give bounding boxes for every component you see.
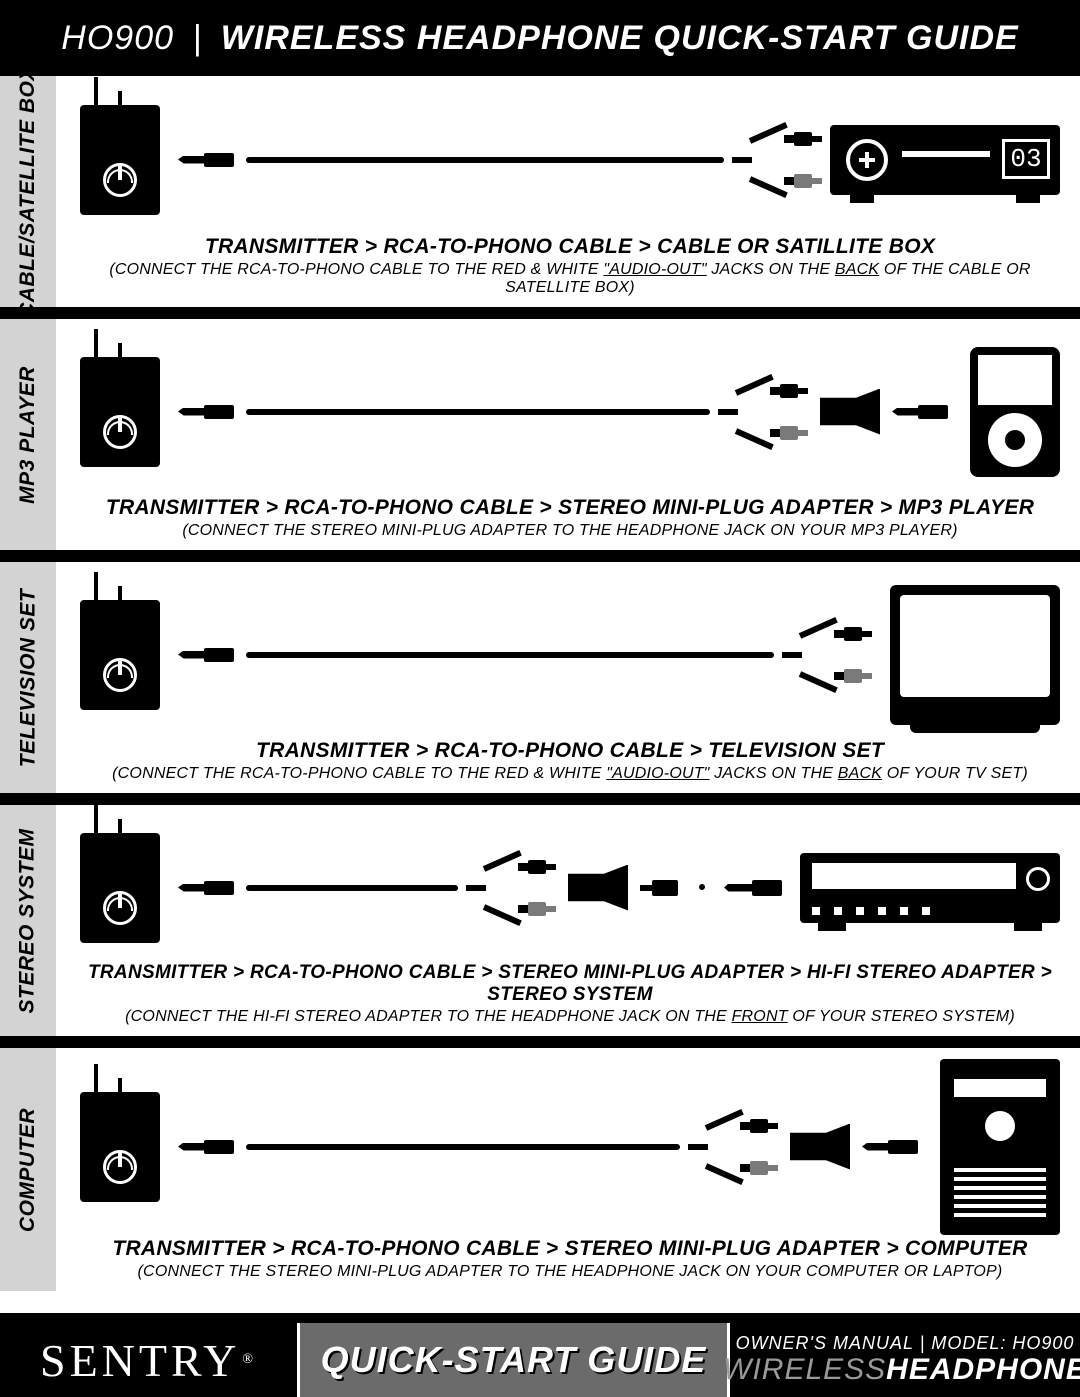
footer-headphone: HEADPHONE (886, 1353, 1080, 1386)
jack-large-icon (724, 880, 784, 896)
rca-split-icon (466, 858, 556, 918)
rca-split-icon (688, 1117, 778, 1177)
diagram: 03 (80, 86, 1060, 233)
header-title: WIRELESS HEADPHONE QUICK-START GUIDE (221, 19, 1019, 57)
section-content: TRANSMITTER > RCA-TO-PHONO CABLE > STERE… (56, 805, 1080, 1036)
mini-plug-adapter-icon (568, 865, 628, 911)
side-label: TELEVISION SET (0, 562, 56, 793)
rca-split-icon (718, 382, 808, 442)
cable-icon (246, 157, 724, 163)
transmitter-icon (80, 357, 160, 467)
jack-35-icon (178, 153, 238, 167)
side-label: MP3 PLAYER (0, 319, 56, 550)
footer-center-text: QUICK-START GUIDE (321, 1339, 707, 1381)
cable-icon (246, 409, 710, 415)
note-part: JACKS ON THE (707, 261, 835, 278)
diagram (80, 572, 1060, 737)
jack-35-icon (178, 1140, 238, 1154)
mini-plug-adapter-icon (790, 1124, 850, 1170)
diagram (80, 329, 1060, 494)
chain-text: TRANSMITTER > RCA-TO-PHONO CABLE > STERE… (80, 1237, 1060, 1261)
side-label: CABLE/SATELLITE BOX (0, 76, 56, 307)
footer-model: OWNER'S MANUAL | MODEL: HO900 WIRELESSHE… (730, 1323, 1080, 1397)
computer-tower-icon (940, 1059, 1060, 1235)
side-label-text: STEREO SYSTEM (16, 828, 40, 1013)
transmitter-icon (80, 600, 160, 710)
header-model: HO900 (61, 19, 174, 57)
note-text: (CONNECT THE HI-FI STEREO ADAPTER TO THE… (80, 1008, 1060, 1026)
note-part: JACKS ON THE (710, 765, 838, 782)
note-ul: BACK (835, 261, 879, 278)
tv-icon (890, 585, 1060, 725)
chain-text: TRANSMITTER > RCA-TO-PHONO CABLE > CABLE… (80, 235, 1060, 259)
cable-icon (246, 885, 458, 891)
header-sep: | (192, 19, 202, 57)
note-part: (CONNECT THE HI-FI STEREO ADAPTER TO THE… (125, 1008, 731, 1025)
registered-mark: ® (242, 1352, 257, 1368)
footer-model-top: OWNER'S MANUAL | MODEL: HO900 (736, 1334, 1075, 1354)
side-label: COMPUTER (0, 1048, 56, 1291)
jack-35-icon (862, 1140, 922, 1154)
cable-icon (246, 652, 774, 658)
jack-35-icon (178, 405, 238, 419)
footer-wireless: WIRELESS (723, 1353, 886, 1386)
note-text: (CONNECT THE RCA-TO-PHONO CABLE TO THE R… (80, 261, 1060, 297)
chain-text: TRANSMITTER > RCA-TO-PHONO CABLE > TELEV… (80, 739, 1060, 763)
jack-35-icon (178, 648, 238, 662)
note-ul: "AUDIO-OUT" (606, 765, 709, 782)
section-stereo: STEREO SYSTEM (0, 805, 1080, 1048)
note-part: OF YOUR TV SET) (882, 765, 1028, 782)
side-label: STEREO SYSTEM (0, 805, 56, 1036)
note-ul: FRONT (732, 1008, 788, 1025)
diagram (80, 815, 1060, 960)
transmitter-icon (80, 1092, 160, 1202)
stereo-system-icon (800, 853, 1060, 923)
section-cable-box: CABLE/SATELLITE BOX 03 TRANSMITTER > RCA… (0, 76, 1080, 319)
section-content: TRANSMITTER > RCA-TO-PHONO CABLE > STERE… (56, 319, 1080, 550)
brand-text: SENTRY (40, 1334, 240, 1387)
jack-35-icon (892, 405, 952, 419)
section-mp3: MP3 PLAYER TRANSMITTER > RCA-TO-PHONO CA… (0, 319, 1080, 562)
note-part: (CONNECT THE RCA-TO-PHONO CABLE TO THE R… (109, 261, 603, 278)
note-part: OF YOUR STEREO SYSTEM) (788, 1008, 1015, 1025)
brand-logo: SENTRY® (0, 1323, 300, 1397)
cable-box-icon: 03 (830, 125, 1060, 195)
cablebox-display: 03 (1002, 139, 1050, 179)
section-computer: COMPUTER TRANSMITTER > RCA-TO-PHON (0, 1048, 1080, 1291)
note-text: (CONNECT THE STEREO MINI-PLUG ADAPTER TO… (80, 522, 1060, 540)
diagram (80, 1058, 1060, 1235)
jack-35-icon (178, 881, 238, 895)
gap-icon (688, 879, 716, 897)
side-label-text: CABLE/SATELLITE BOX (16, 66, 40, 318)
transmitter-icon (80, 833, 160, 943)
section-content: TRANSMITTER > RCA-TO-PHONO CABLE > STERE… (56, 1048, 1080, 1291)
footer-bar: SENTRY® QUICK-START GUIDE OWNER'S MANUAL… (0, 1313, 1080, 1397)
side-label-text: TELEVISION SET (16, 588, 40, 767)
rca-split-icon (782, 625, 872, 685)
note-text: (CONNECT THE STEREO MINI-PLUG ADAPTER TO… (80, 1263, 1060, 1281)
mp3-player-icon (970, 347, 1060, 477)
sections: CABLE/SATELLITE BOX 03 TRANSMITTER > RCA… (0, 76, 1080, 1291)
section-content: 03 TRANSMITTER > RCA-TO-PHONO CABLE > CA… (56, 76, 1080, 307)
note-text: (CONNECT THE RCA-TO-PHONO CABLE TO THE R… (80, 765, 1060, 783)
chain-text: TRANSMITTER > RCA-TO-PHONO CABLE > STERE… (80, 496, 1060, 520)
chain-text: TRANSMITTER > RCA-TO-PHONO CABLE > STERE… (80, 962, 1060, 1006)
footer-center: QUICK-START GUIDE (300, 1323, 730, 1397)
note-part: (CONNECT THE RCA-TO-PHONO CABLE TO THE R… (112, 765, 606, 782)
hifi-adapter-icon (640, 880, 680, 896)
header-bar: HO900 | WIRELESS HEADPHONE QUICK-START G… (0, 0, 1080, 76)
footer-model-bot: WIRELESSHEADPHONE (723, 1353, 1080, 1386)
side-label-text: MP3 PLAYER (16, 366, 40, 504)
note-ul: BACK (838, 765, 882, 782)
note-ul: "AUDIO-OUT" (603, 261, 706, 278)
section-tv: TELEVISION SET TRANSMITTER > RCA-TO-PHON… (0, 562, 1080, 805)
section-content: TRANSMITTER > RCA-TO-PHONO CABLE > TELEV… (56, 562, 1080, 793)
side-label-text: COMPUTER (16, 1107, 40, 1231)
cable-icon (246, 1144, 680, 1150)
rca-split-icon (732, 130, 822, 190)
mini-plug-adapter-icon (820, 389, 880, 435)
transmitter-icon (80, 105, 160, 215)
